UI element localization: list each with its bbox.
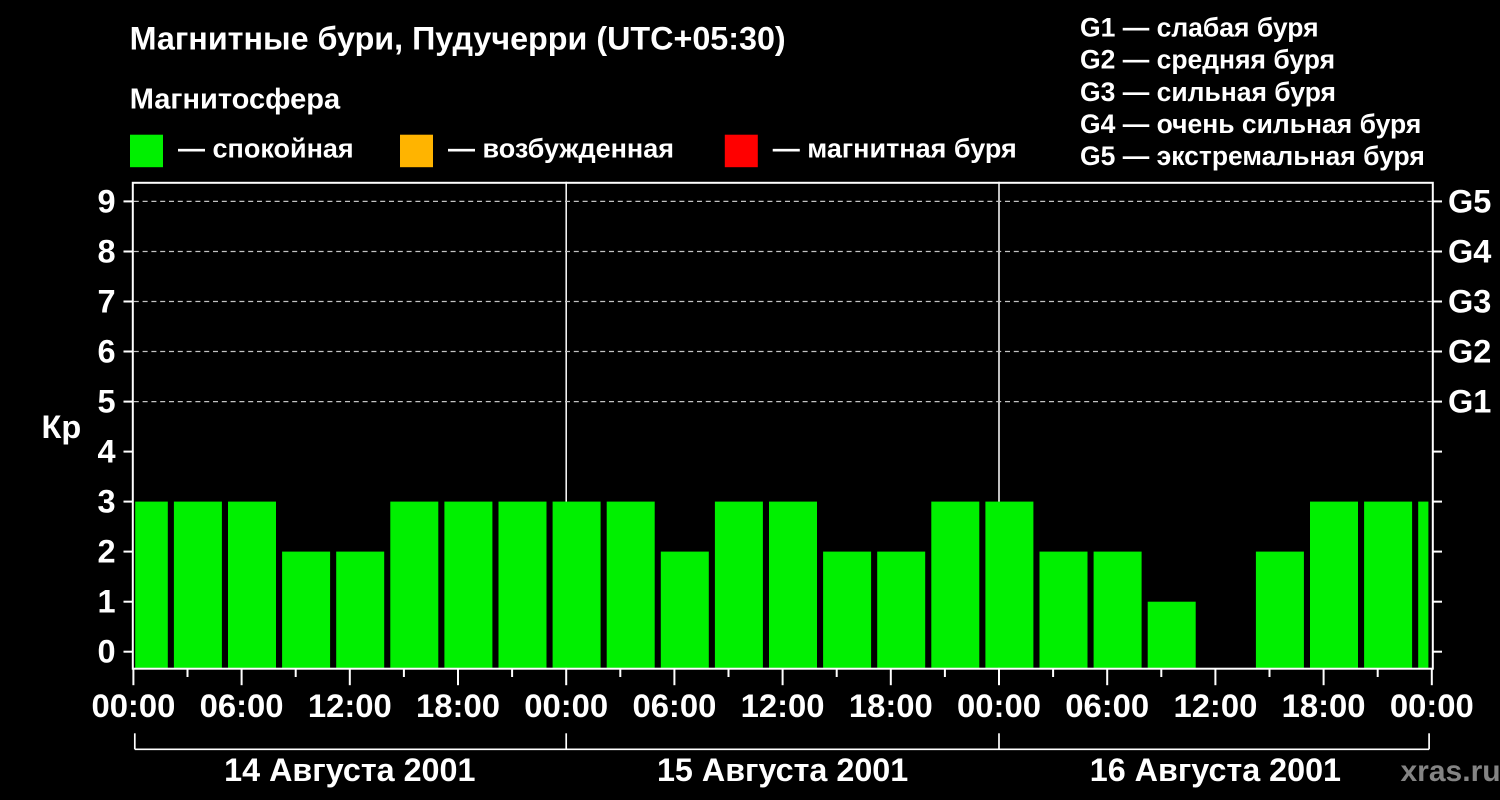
svg-text:— возбужденная: — возбужденная <box>448 134 674 164</box>
svg-text:8: 8 <box>98 233 116 269</box>
svg-text:00:00: 00:00 <box>524 687 608 724</box>
svg-text:Магнитные бури, Пудучерри (UTC: Магнитные бури, Пудучерри (UTC+05:30) <box>130 20 786 56</box>
svg-text:G3: G3 <box>1448 283 1491 319</box>
svg-text:06:00: 06:00 <box>632 687 716 724</box>
svg-text:18:00: 18:00 <box>416 687 500 724</box>
svg-text:5: 5 <box>98 384 116 420</box>
svg-text:Магнитосфера: Магнитосфера <box>130 84 341 116</box>
svg-text:G2 — средняя буря: G2 — средняя буря <box>1080 45 1335 75</box>
svg-text:2: 2 <box>98 534 116 570</box>
svg-text:12:00: 12:00 <box>1173 687 1257 724</box>
svg-text:18:00: 18:00 <box>849 687 933 724</box>
svg-text:1: 1 <box>98 584 116 620</box>
svg-text:4: 4 <box>98 434 116 470</box>
svg-text:06:00: 06:00 <box>1065 687 1149 724</box>
svg-text:xras.ru: xras.ru <box>1401 755 1500 788</box>
svg-text:00:00: 00:00 <box>1390 687 1474 724</box>
svg-text:G5 — экстремальная буря: G5 — экстремальная буря <box>1080 141 1425 171</box>
svg-text:G4: G4 <box>1448 233 1491 269</box>
svg-text:3: 3 <box>98 484 116 520</box>
svg-text:— спокойная: — спокойная <box>178 134 354 164</box>
svg-text:G1: G1 <box>1448 384 1491 420</box>
svg-text:15 Августа 2001: 15 Августа 2001 <box>657 752 908 788</box>
svg-text:Кр: Кр <box>42 409 82 445</box>
svg-text:06:00: 06:00 <box>200 687 284 724</box>
svg-text:00:00: 00:00 <box>91 687 175 724</box>
svg-text:G4 — очень сильная буря: G4 — очень сильная буря <box>1080 109 1421 139</box>
svg-text:14 Августа 2001: 14 Августа 2001 <box>224 752 475 788</box>
svg-text:6: 6 <box>98 333 116 369</box>
svg-text:— магнитная буря: — магнитная буря <box>773 134 1017 164</box>
svg-text:12:00: 12:00 <box>741 687 825 724</box>
svg-text:G5: G5 <box>1448 183 1491 219</box>
svg-text:12:00: 12:00 <box>308 687 392 724</box>
svg-text:G1 — слабая буря: G1 — слабая буря <box>1080 13 1319 43</box>
svg-text:G2: G2 <box>1448 333 1491 369</box>
svg-text:00:00: 00:00 <box>957 687 1041 724</box>
svg-text:9: 9 <box>98 183 116 219</box>
svg-text:G3 — сильная буря: G3 — сильная буря <box>1080 77 1336 107</box>
svg-text:16 Августа 2001: 16 Августа 2001 <box>1090 752 1341 788</box>
svg-text:0: 0 <box>98 634 116 670</box>
svg-text:18:00: 18:00 <box>1282 687 1366 724</box>
svg-text:7: 7 <box>98 283 116 319</box>
